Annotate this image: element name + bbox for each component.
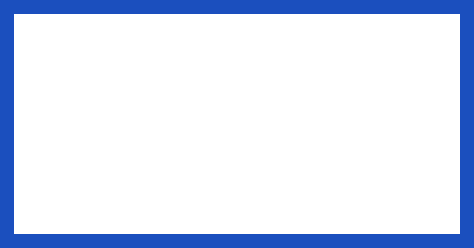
Text: $X_L = \omega L = 2\pi f L$: $X_L = \omega L = 2\pi f L$ (138, 30, 336, 60)
Text: $L = $ Inductance in Henry: $L = $ Inductance in Henry (96, 141, 360, 165)
Text: $\omega = $ Angular Frequency: $\omega = $ Angular Frequency (100, 183, 356, 206)
Text: $f = $ frequency in $Hz(C/s)$: $f = $ frequency in $Hz(C/s)$ (100, 101, 356, 125)
Text: $X_L = $ Inductive Reactance: $X_L = $ Inductive Reactance (91, 60, 365, 83)
